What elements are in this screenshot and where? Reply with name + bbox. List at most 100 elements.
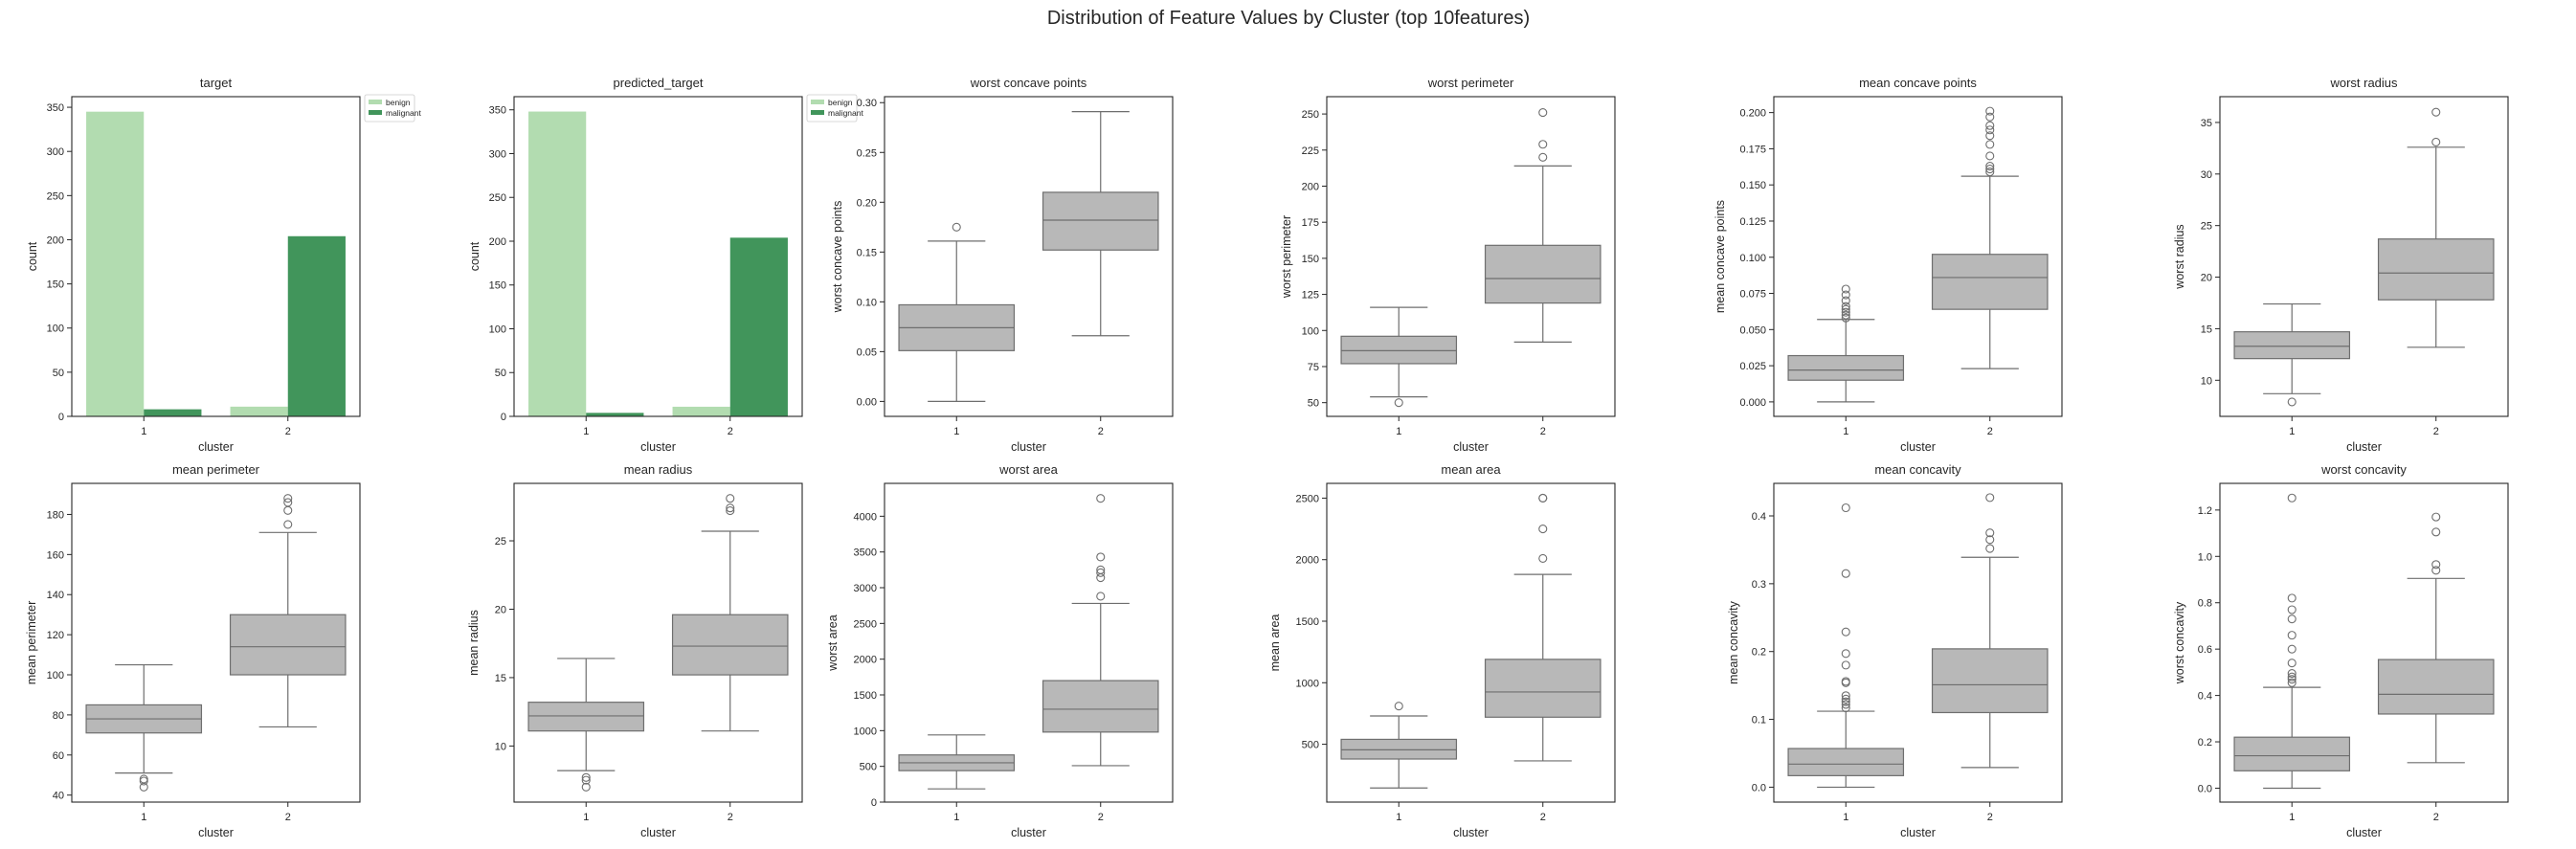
y-tick-label: 20 xyxy=(495,604,506,615)
y-tick-label: 0.20 xyxy=(857,197,877,209)
y-tick-label: 40 xyxy=(53,791,64,802)
y-tick-label: 0.200 xyxy=(1739,108,1766,120)
legend-swatch-malignant xyxy=(811,110,824,115)
iqr-box xyxy=(1042,680,1159,733)
x-tick-label: 1 xyxy=(2289,426,2295,437)
y-tick-label: 0.100 xyxy=(1739,253,1766,264)
outlier-point xyxy=(1538,152,1548,162)
outlier-point xyxy=(1394,702,1403,711)
x-tick-label: 1 xyxy=(583,426,589,437)
y-tick-label: 0.4 xyxy=(1752,511,1766,523)
y-tick-label: 0.075 xyxy=(1739,289,1766,301)
outlier-point xyxy=(2431,566,2441,575)
subplot-12: worst concavity 0.0 0.2 0.4 0.6 0.8 1.0 1.2 1 2 cl… xyxy=(2173,462,2509,839)
outlier-point xyxy=(1841,700,1850,709)
outlier-point xyxy=(2287,493,2296,503)
y-tick-label: 0.125 xyxy=(1739,216,1766,228)
outlier-point xyxy=(726,494,735,503)
bar-benign-cluster-1 xyxy=(528,111,587,417)
x-axis-label: cluster xyxy=(198,826,234,839)
iqr-box xyxy=(2233,736,2351,771)
y-tick-label: 225 xyxy=(1302,145,1319,157)
iqr-box xyxy=(1787,354,1905,381)
legend-swatch-benign xyxy=(811,100,824,104)
iqr-box xyxy=(527,702,645,732)
x-tick-label: 1 xyxy=(583,812,589,823)
subplot-title: mean area xyxy=(1441,462,1501,477)
outlier-point xyxy=(1841,503,1850,513)
subplot-title: mean concave points xyxy=(1859,76,1977,90)
outlier-point xyxy=(1985,151,1995,161)
x-tick-label: 1 xyxy=(141,812,146,823)
y-tick-label: 35 xyxy=(2201,118,2212,129)
x-axis-label: cluster xyxy=(1900,826,1936,839)
bar-benign-cluster-2 xyxy=(672,406,730,416)
outlier-point xyxy=(1841,290,1850,300)
box-cluster-2 xyxy=(1931,493,2049,769)
x-axis-label: cluster xyxy=(198,440,234,454)
outlier-point xyxy=(2287,675,2296,684)
iqr-box xyxy=(671,614,789,676)
y-tick-label: 250 xyxy=(47,190,64,202)
x-axis-label: cluster xyxy=(1453,826,1489,839)
y-tick-label: 200 xyxy=(489,236,506,248)
y-tick-label: 50 xyxy=(1308,398,1319,410)
y-tick-label: 0.175 xyxy=(1739,144,1766,155)
outlier-point xyxy=(1538,525,1548,534)
box-cluster-1 xyxy=(898,222,1016,402)
x-axis-label: cluster xyxy=(640,440,676,454)
y-tick-label: 180 xyxy=(47,509,64,521)
y-tick-label: 0.4 xyxy=(2198,691,2212,703)
subplot-11: mean concavity 0.0 0.1 0.2 0.3 0.4 1 2 cluster me… xyxy=(1727,462,2063,839)
x-axis-label: cluster xyxy=(640,826,676,839)
x-axis-label: cluster xyxy=(1011,826,1046,839)
x-axis-label: cluster xyxy=(2346,826,2382,839)
outlier-point xyxy=(1841,310,1850,320)
bar-malignant-cluster-1 xyxy=(586,413,644,416)
y-tick-label: 0.2 xyxy=(2198,737,2212,748)
y-tick-label: 150 xyxy=(47,279,64,291)
outlier-point xyxy=(2287,397,2296,407)
iqr-box xyxy=(2233,331,2351,360)
iqr-box xyxy=(1931,648,2049,714)
y-tick-label: 50 xyxy=(495,368,506,379)
x-tick-label: 2 xyxy=(1098,812,1104,823)
y-tick-label: 2500 xyxy=(854,618,877,630)
y-axis-label: mean perimeter xyxy=(25,601,38,685)
y-axis-label: worst perimeter xyxy=(1280,215,1293,299)
outlier-point xyxy=(1985,106,1995,116)
outlier-point xyxy=(1841,691,1850,701)
y-tick-label: 200 xyxy=(47,235,64,246)
y-tick-label: 500 xyxy=(1302,740,1319,751)
outlier-point xyxy=(1841,302,1850,311)
axes-frame xyxy=(513,96,803,417)
y-tick-label: 0.0 xyxy=(2198,783,2212,794)
axes-frame xyxy=(1326,482,1616,803)
x-axis-label: cluster xyxy=(1011,440,1046,454)
y-tick-label: 160 xyxy=(47,549,64,561)
box-cluster-1 xyxy=(1340,306,1458,408)
subplot-title: worst concavity xyxy=(2320,462,2407,477)
outlier-point xyxy=(1985,140,1995,149)
y-axis-label: count xyxy=(468,241,482,271)
outlier-point xyxy=(2287,605,2296,614)
axes-frame xyxy=(2219,482,2509,803)
outlier-point xyxy=(1841,304,1850,314)
y-tick-label: 0.25 xyxy=(857,147,877,159)
outlier-point xyxy=(283,505,293,515)
y-tick-label: 100 xyxy=(489,324,506,335)
y-tick-label: 0.3 xyxy=(1752,579,1766,591)
outlier-point xyxy=(1096,552,1106,562)
y-tick-label: 10 xyxy=(495,741,506,752)
subplot-2: predicted_target 0 50 100 150 200 250 300 350 1 2 c… xyxy=(468,76,863,454)
box-cluster-1 xyxy=(2233,302,2351,407)
outlier-point xyxy=(1841,649,1850,659)
y-tick-label: 0.30 xyxy=(857,98,877,109)
outlier-point xyxy=(1096,568,1106,577)
outlier-point xyxy=(726,506,735,516)
y-tick-label: 20 xyxy=(2201,273,2212,284)
outlier-point xyxy=(581,775,591,785)
y-tick-label: 1500 xyxy=(854,690,877,702)
legend-swatch-benign xyxy=(369,100,382,104)
iqr-box xyxy=(1484,659,1602,718)
